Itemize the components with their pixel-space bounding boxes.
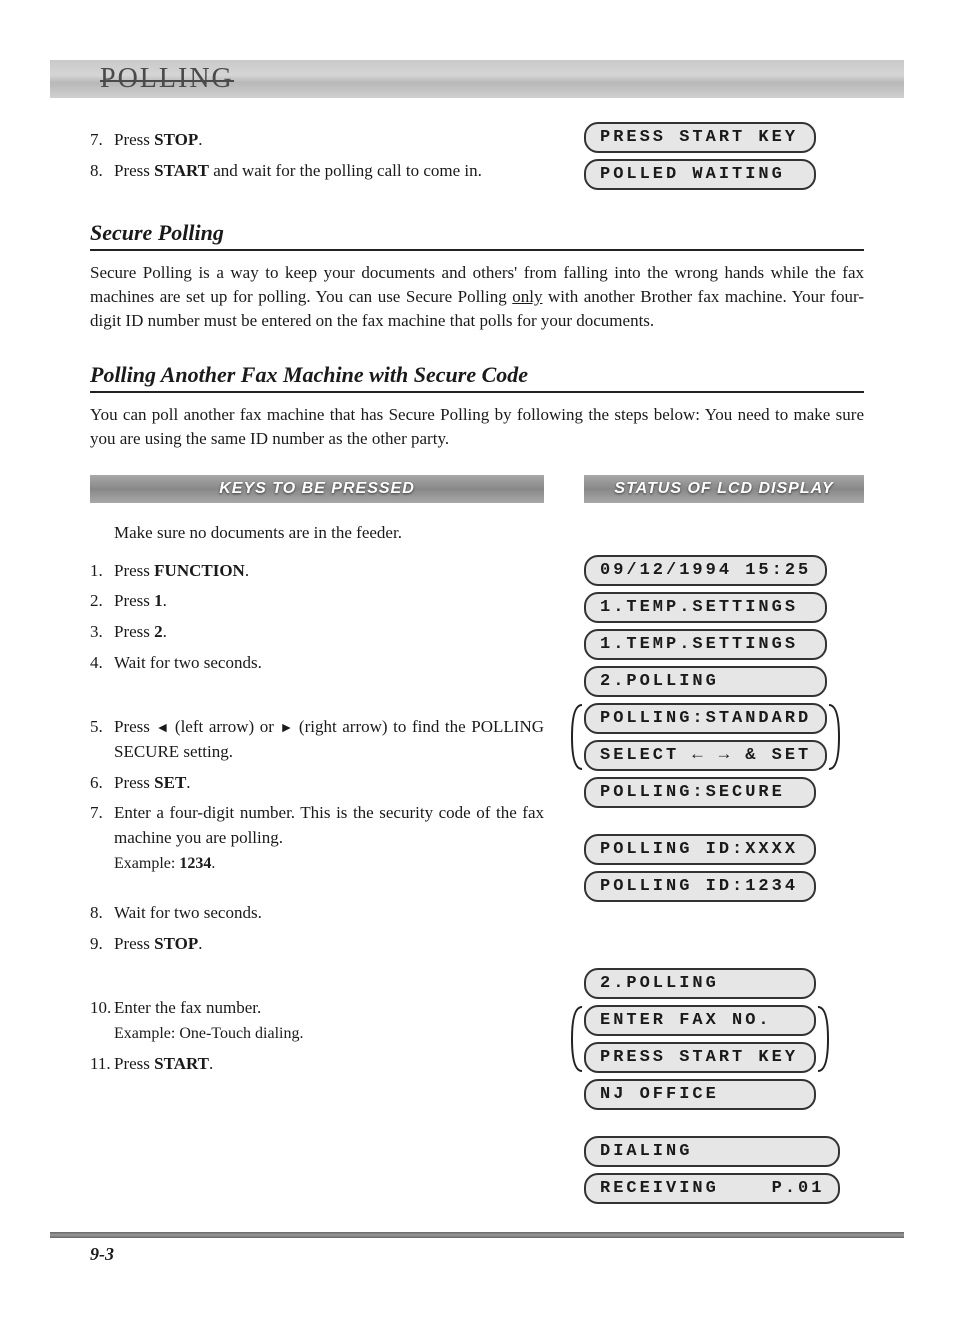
intro-step-8: 8. Press START and wait for the polling … — [90, 159, 544, 184]
section1-body: Secure Polling is a way to keep your doc… — [90, 261, 864, 332]
section-polling-another: Polling Another Fax Machine with Secure … — [90, 362, 864, 393]
right-arrow-icon — [279, 717, 293, 736]
step-2: 2. Press 1. — [90, 589, 544, 614]
keys-column: Make sure no documents are in the feeder… — [90, 515, 544, 1082]
lcd-group-7: NJ OFFICE — [584, 1079, 816, 1110]
intro-right: PRESS START KEY POLLED WAITING — [584, 122, 864, 190]
step-5: 5. Press (left arrow) or (right arrow) t… — [90, 715, 544, 764]
header-title: POLLING — [100, 63, 234, 95]
page-container: POLLING 7. Press STOP. 8. Press START an… — [0, 0, 954, 1325]
step-9: 9. Press STOP. — [90, 932, 544, 957]
lcd-group-1: 09/12/1994 15:25 1.TEMP.SETTINGS 1.TEMP.… — [584, 555, 827, 697]
lcd-group-6-bracketed: ENTER FAX NO. PRESS START KEY — [584, 1005, 816, 1073]
section2-body: You can poll another fax machine that ha… — [90, 403, 864, 451]
lcd-display: 2.POLLING — [584, 666, 827, 697]
intro-two-col: 7. Press STOP. 8. Press START and wait f… — [90, 122, 864, 190]
step-8: 8. Wait for two seconds. — [90, 901, 544, 926]
lcd-display: PRESS START KEY — [584, 122, 816, 153]
lcd-group-5: 2.POLLING — [584, 968, 816, 999]
lcd-display: SELECT ← → & SET — [584, 740, 827, 771]
right-bracket-icon — [827, 703, 841, 771]
section-secure-polling: Secure Polling — [90, 220, 864, 251]
step-body: Press START and wait for the polling cal… — [114, 159, 544, 184]
preface-text: Make sure no documents are in the feeder… — [114, 521, 544, 545]
step-3: 3. Press 2. — [90, 620, 544, 645]
step-4: 4. Wait for two seconds. — [90, 651, 544, 676]
intro-step-7: 7. Press STOP. — [90, 128, 544, 153]
col-header-lcd: STATUS OF LCD DISPLAY — [584, 475, 864, 503]
page-number: 9-3 — [90, 1244, 864, 1265]
step-11: 11. Press START. — [90, 1052, 544, 1077]
lcd-group-8: DIALING RECEIVING P.01 — [584, 1136, 840, 1204]
right-bracket-icon — [816, 1005, 830, 1073]
lcd-display: POLLING:STANDARD — [584, 703, 827, 734]
left-bracket-icon — [570, 703, 584, 771]
step-number: 7. — [90, 128, 114, 153]
step-body: Press STOP. — [114, 128, 544, 153]
lcd-display: POLLING ID:1234 — [584, 871, 816, 902]
lcd-group-3: POLLING:SECURE — [584, 777, 816, 808]
column-headers-row: KEYS TO BE PRESSED STATUS OF LCD DISPLAY — [90, 475, 864, 503]
col-header-keys: KEYS TO BE PRESSED — [90, 475, 544, 503]
lcd-display: 09/12/1994 15:25 — [584, 555, 827, 586]
lcd-display: 2.POLLING — [584, 968, 816, 999]
main-two-col: Make sure no documents are in the feeder… — [90, 515, 864, 1204]
step-6: 6. Press SET. — [90, 771, 544, 796]
step-number: 8. — [90, 159, 114, 184]
lcd-display: PRESS START KEY — [584, 1042, 816, 1073]
intro-left: 7. Press STOP. 8. Press START and wait f… — [90, 122, 544, 190]
left-bracket-icon — [570, 1005, 584, 1073]
lcd-display: ENTER FAX NO. — [584, 1005, 816, 1036]
lcd-display: POLLED WAITING — [584, 159, 816, 190]
left-arrow-icon — [155, 717, 169, 736]
lcd-group-2-bracketed: POLLING:STANDARD SELECT ← → & SET — [584, 703, 827, 771]
lcd-display: RECEIVING P.01 — [584, 1173, 840, 1204]
step-7: 7. Enter a four-digit number. This is th… — [90, 801, 544, 875]
lcd-display: DIALING — [584, 1136, 840, 1167]
step-1: 1. Press FUNCTION. — [90, 559, 544, 584]
lcd-display: 1.TEMP.SETTINGS — [584, 592, 827, 623]
lcd-group-4: POLLING ID:XXXX POLLING ID:1234 — [584, 834, 816, 902]
lcd-display: NJ OFFICE — [584, 1079, 816, 1110]
lcd-display: POLLING ID:XXXX — [584, 834, 816, 865]
lcd-display: 1.TEMP.SETTINGS — [584, 629, 827, 660]
header-band: POLLING — [50, 60, 904, 98]
step-10: 10. Enter the fax number. Example: One-T… — [90, 996, 544, 1045]
lcd-display: POLLING:SECURE — [584, 777, 816, 808]
lcd-column: 09/12/1994 15:25 1.TEMP.SETTINGS 1.TEMP.… — [584, 515, 864, 1204]
